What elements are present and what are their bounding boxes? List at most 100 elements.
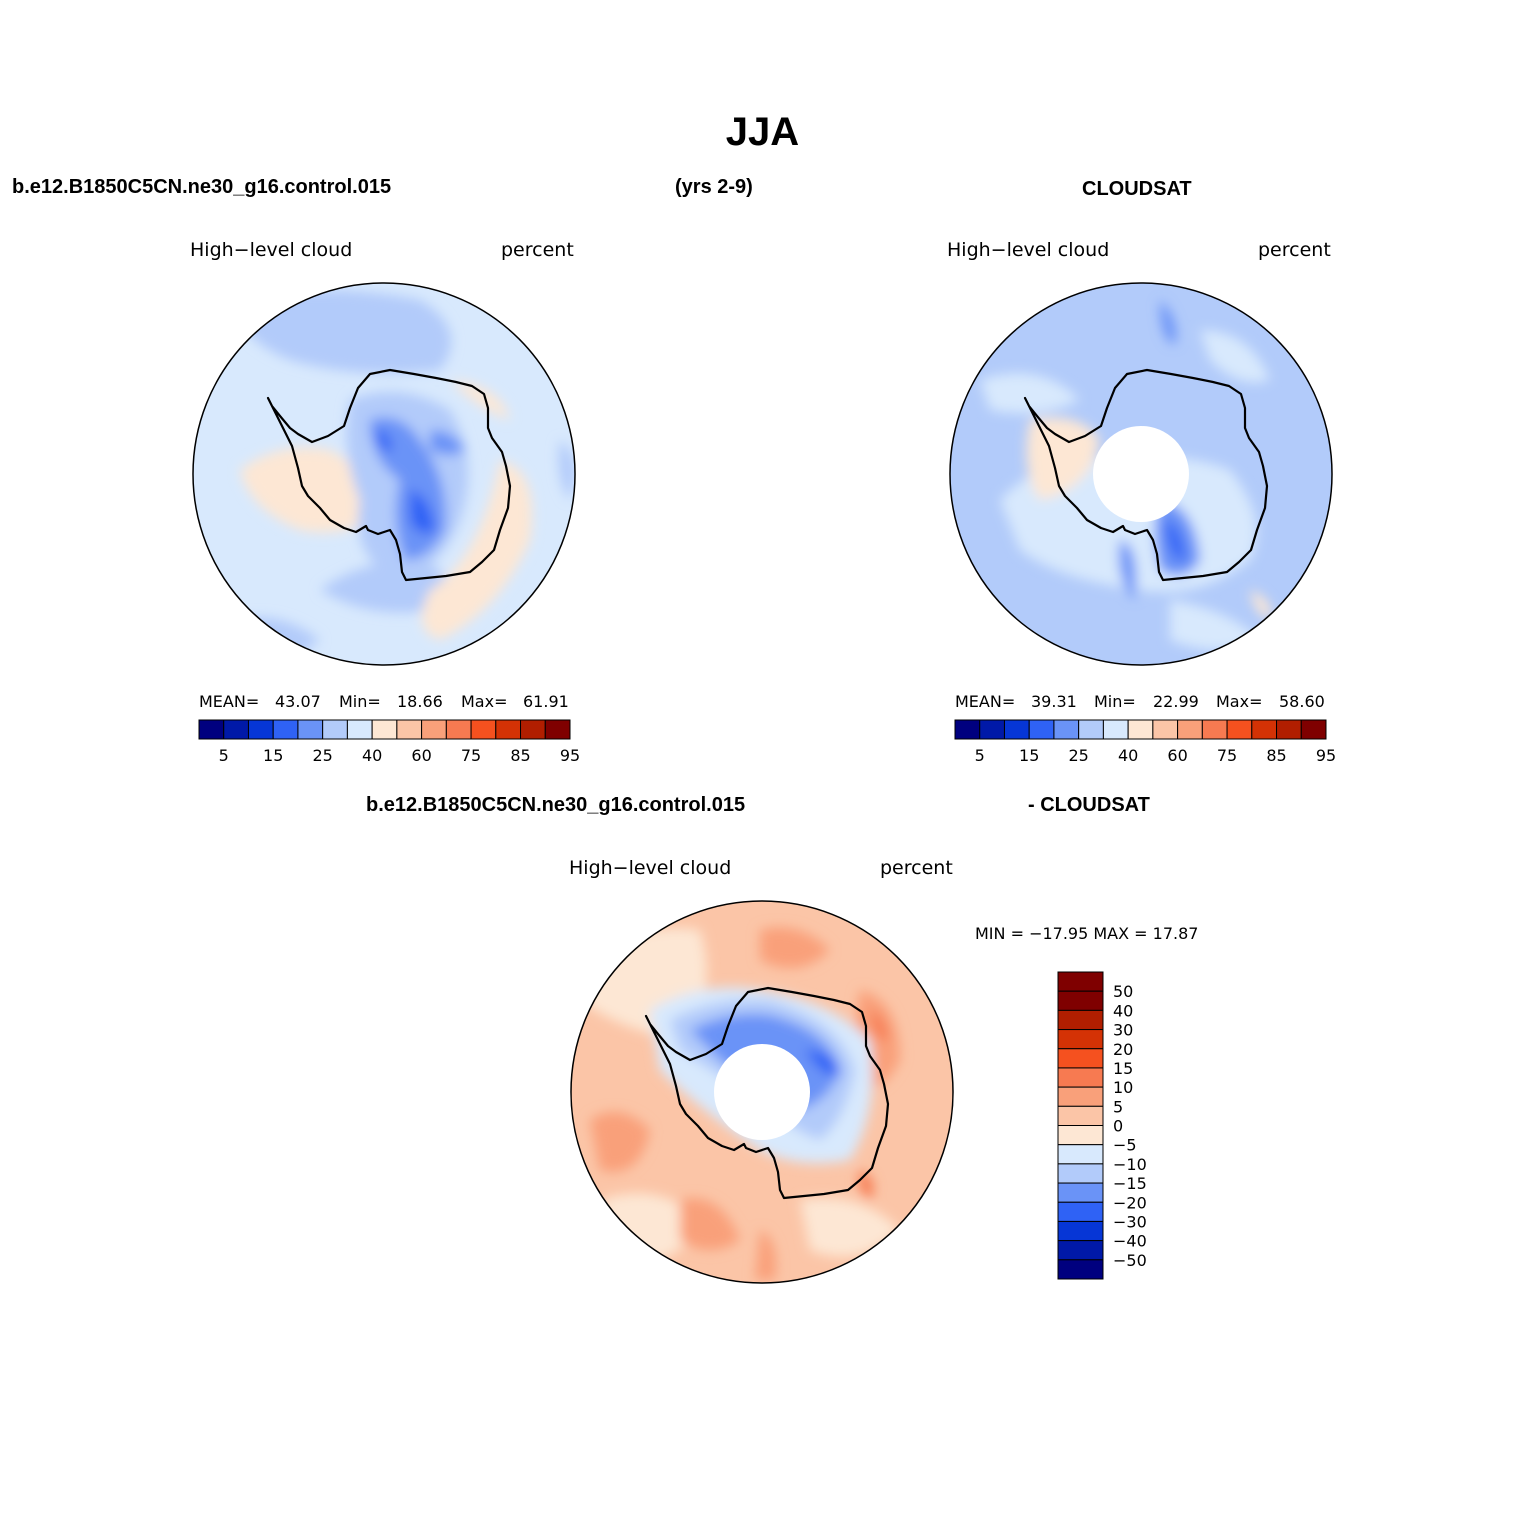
colorbar-box <box>1057 1125 1104 1146</box>
colorbar-tick-label: 5 <box>975 746 985 765</box>
colorbar-box <box>1057 1163 1104 1184</box>
colorbar-box <box>1057 1009 1104 1031</box>
colorbar-tick-label: −20 <box>1113 1193 1147 1212</box>
diff-polar-map <box>570 900 954 1284</box>
colorbar-tick-label: 85 <box>510 746 530 765</box>
colorbar-box <box>495 719 522 740</box>
colorbar-box <box>1057 990 1104 1011</box>
colorbar-box <box>346 719 373 740</box>
colorbar-box <box>1057 1048 1104 1069</box>
colorbar-tick-label: 10 <box>1113 1078 1133 1097</box>
model-colorbar: 5 15 25 40 60 75 85 95 <box>198 719 580 765</box>
colorbar-tick-label: 95 <box>1316 746 1336 765</box>
colorbar-box <box>1057 1105 1104 1126</box>
colorbar-box <box>1127 719 1154 740</box>
diff-obs-title: - CLOUDSAT <box>1028 794 1150 816</box>
colorbar-tick-label: 75 <box>461 746 481 765</box>
colorbar-box <box>1300 719 1327 740</box>
figure-title: JJA <box>725 110 800 154</box>
colorbar-box <box>1152 719 1179 740</box>
colorbar-box <box>396 719 423 740</box>
model-case-title: b.e12.B1850C5CN.ne30_g16.control.015 <box>12 176 392 198</box>
colorbar-tick-label: 5 <box>219 746 229 765</box>
colorbar-box <box>198 719 225 740</box>
colorbar-box <box>1251 719 1278 740</box>
colorbar-box <box>1057 1086 1104 1107</box>
colorbar-box <box>1053 719 1080 740</box>
colorbar-box <box>445 719 472 740</box>
obs-title: CLOUDSAT <box>1082 178 1192 200</box>
colorbar-tick-label: 40 <box>362 746 382 765</box>
colorbar-box <box>421 719 447 740</box>
colorbar-tick-label: 15 <box>1019 746 1039 765</box>
colorbar-box <box>322 719 348 740</box>
colorbar-box <box>272 719 299 740</box>
colorbar-tick-label: 60 <box>411 746 431 765</box>
colorbar-tick-label: 85 <box>1266 746 1286 765</box>
diff-minmax-label: MIN = −17.95 MAX = 17.87 <box>975 924 1199 943</box>
obs-min-value: 22.99 <box>1153 692 1199 711</box>
colorbar-tick-label: −50 <box>1113 1251 1147 1270</box>
model-mean-value: 43.07 <box>275 692 321 711</box>
obs-mean-value: 39.31 <box>1031 692 1077 711</box>
colorbar-tick-label: 50 <box>1113 982 1133 1001</box>
model-units-label: percent <box>501 239 574 261</box>
colorbar-box <box>1177 719 1203 740</box>
model-mean-label: MEAN= <box>199 692 260 711</box>
obs-colorbar: 5 15 25 40 60 75 85 95 <box>954 719 1336 765</box>
obs-min-label: Min= <box>1094 692 1136 711</box>
colorbar-box <box>1057 971 1104 992</box>
colorbar-tick-label: −10 <box>1113 1155 1147 1174</box>
colorbar-box <box>954 719 981 740</box>
obs-units-label: percent <box>1258 239 1331 261</box>
years-label: (yrs 2-9) <box>675 176 753 198</box>
obs-max-value: 58.60 <box>1279 692 1325 711</box>
colorbar-tick-label: 0 <box>1113 1117 1123 1136</box>
model-max-value: 61.91 <box>523 692 569 711</box>
colorbar-tick-label: 40 <box>1113 1001 1133 1020</box>
model-min-label: Min= <box>339 692 381 711</box>
obs-polar-map <box>949 282 1333 666</box>
colorbar-box <box>1201 719 1228 740</box>
diff-units-label: percent <box>880 857 953 879</box>
colorbar-box <box>1276 719 1302 740</box>
colorbar-tick-label: −15 <box>1113 1174 1147 1193</box>
colorbar-box <box>470 719 497 740</box>
diff-variable-label: High−level cloud <box>569 857 732 879</box>
colorbar-tick-label: 40 <box>1118 746 1138 765</box>
model-max-label: Max= <box>461 692 508 711</box>
colorbar-tick-label: 30 <box>1113 1021 1133 1040</box>
colorbar-tick-label: −5 <box>1113 1136 1137 1155</box>
colorbar-box <box>1057 1067 1104 1088</box>
colorbar-tick-label: 95 <box>560 746 580 765</box>
colorbar-box <box>1057 1029 1104 1050</box>
obs-variable-label: High−level cloud <box>947 239 1110 261</box>
colorbar-box <box>1028 719 1055 740</box>
obs-max-label: Max= <box>1216 692 1263 711</box>
colorbar-box <box>1078 719 1104 740</box>
colorbar-tick-label: −40 <box>1113 1232 1147 1251</box>
colorbar-box <box>1057 1182 1104 1203</box>
colorbar-box <box>1057 1144 1104 1165</box>
colorbar-box <box>247 719 274 740</box>
colorbar-box <box>1003 719 1030 740</box>
colorbar-box <box>1226 719 1253 740</box>
colorbar-box <box>544 719 571 740</box>
colorbar-box <box>1057 1259 1104 1280</box>
colorbar-tick-label: 5 <box>1113 1097 1123 1116</box>
colorbar-box <box>297 719 324 740</box>
colorbar-box <box>371 719 398 740</box>
colorbar-box <box>1057 1240 1104 1261</box>
colorbar-box <box>1102 719 1129 740</box>
colorbar-tick-label: 25 <box>312 746 332 765</box>
colorbar-box <box>1057 1201 1104 1222</box>
colorbar-tick-label: 20 <box>1113 1040 1133 1059</box>
obs-mean-label: MEAN= <box>955 692 1016 711</box>
model-variable-label: High−level cloud <box>190 239 353 261</box>
model-min-value: 18.66 <box>397 692 443 711</box>
colorbar-tick-label: 15 <box>1113 1059 1133 1078</box>
diff-case-title: b.e12.B1850C5CN.ne30_g16.control.015 <box>366 794 746 816</box>
colorbar-tick-label: 60 <box>1167 746 1187 765</box>
model-polar-map <box>192 282 576 666</box>
